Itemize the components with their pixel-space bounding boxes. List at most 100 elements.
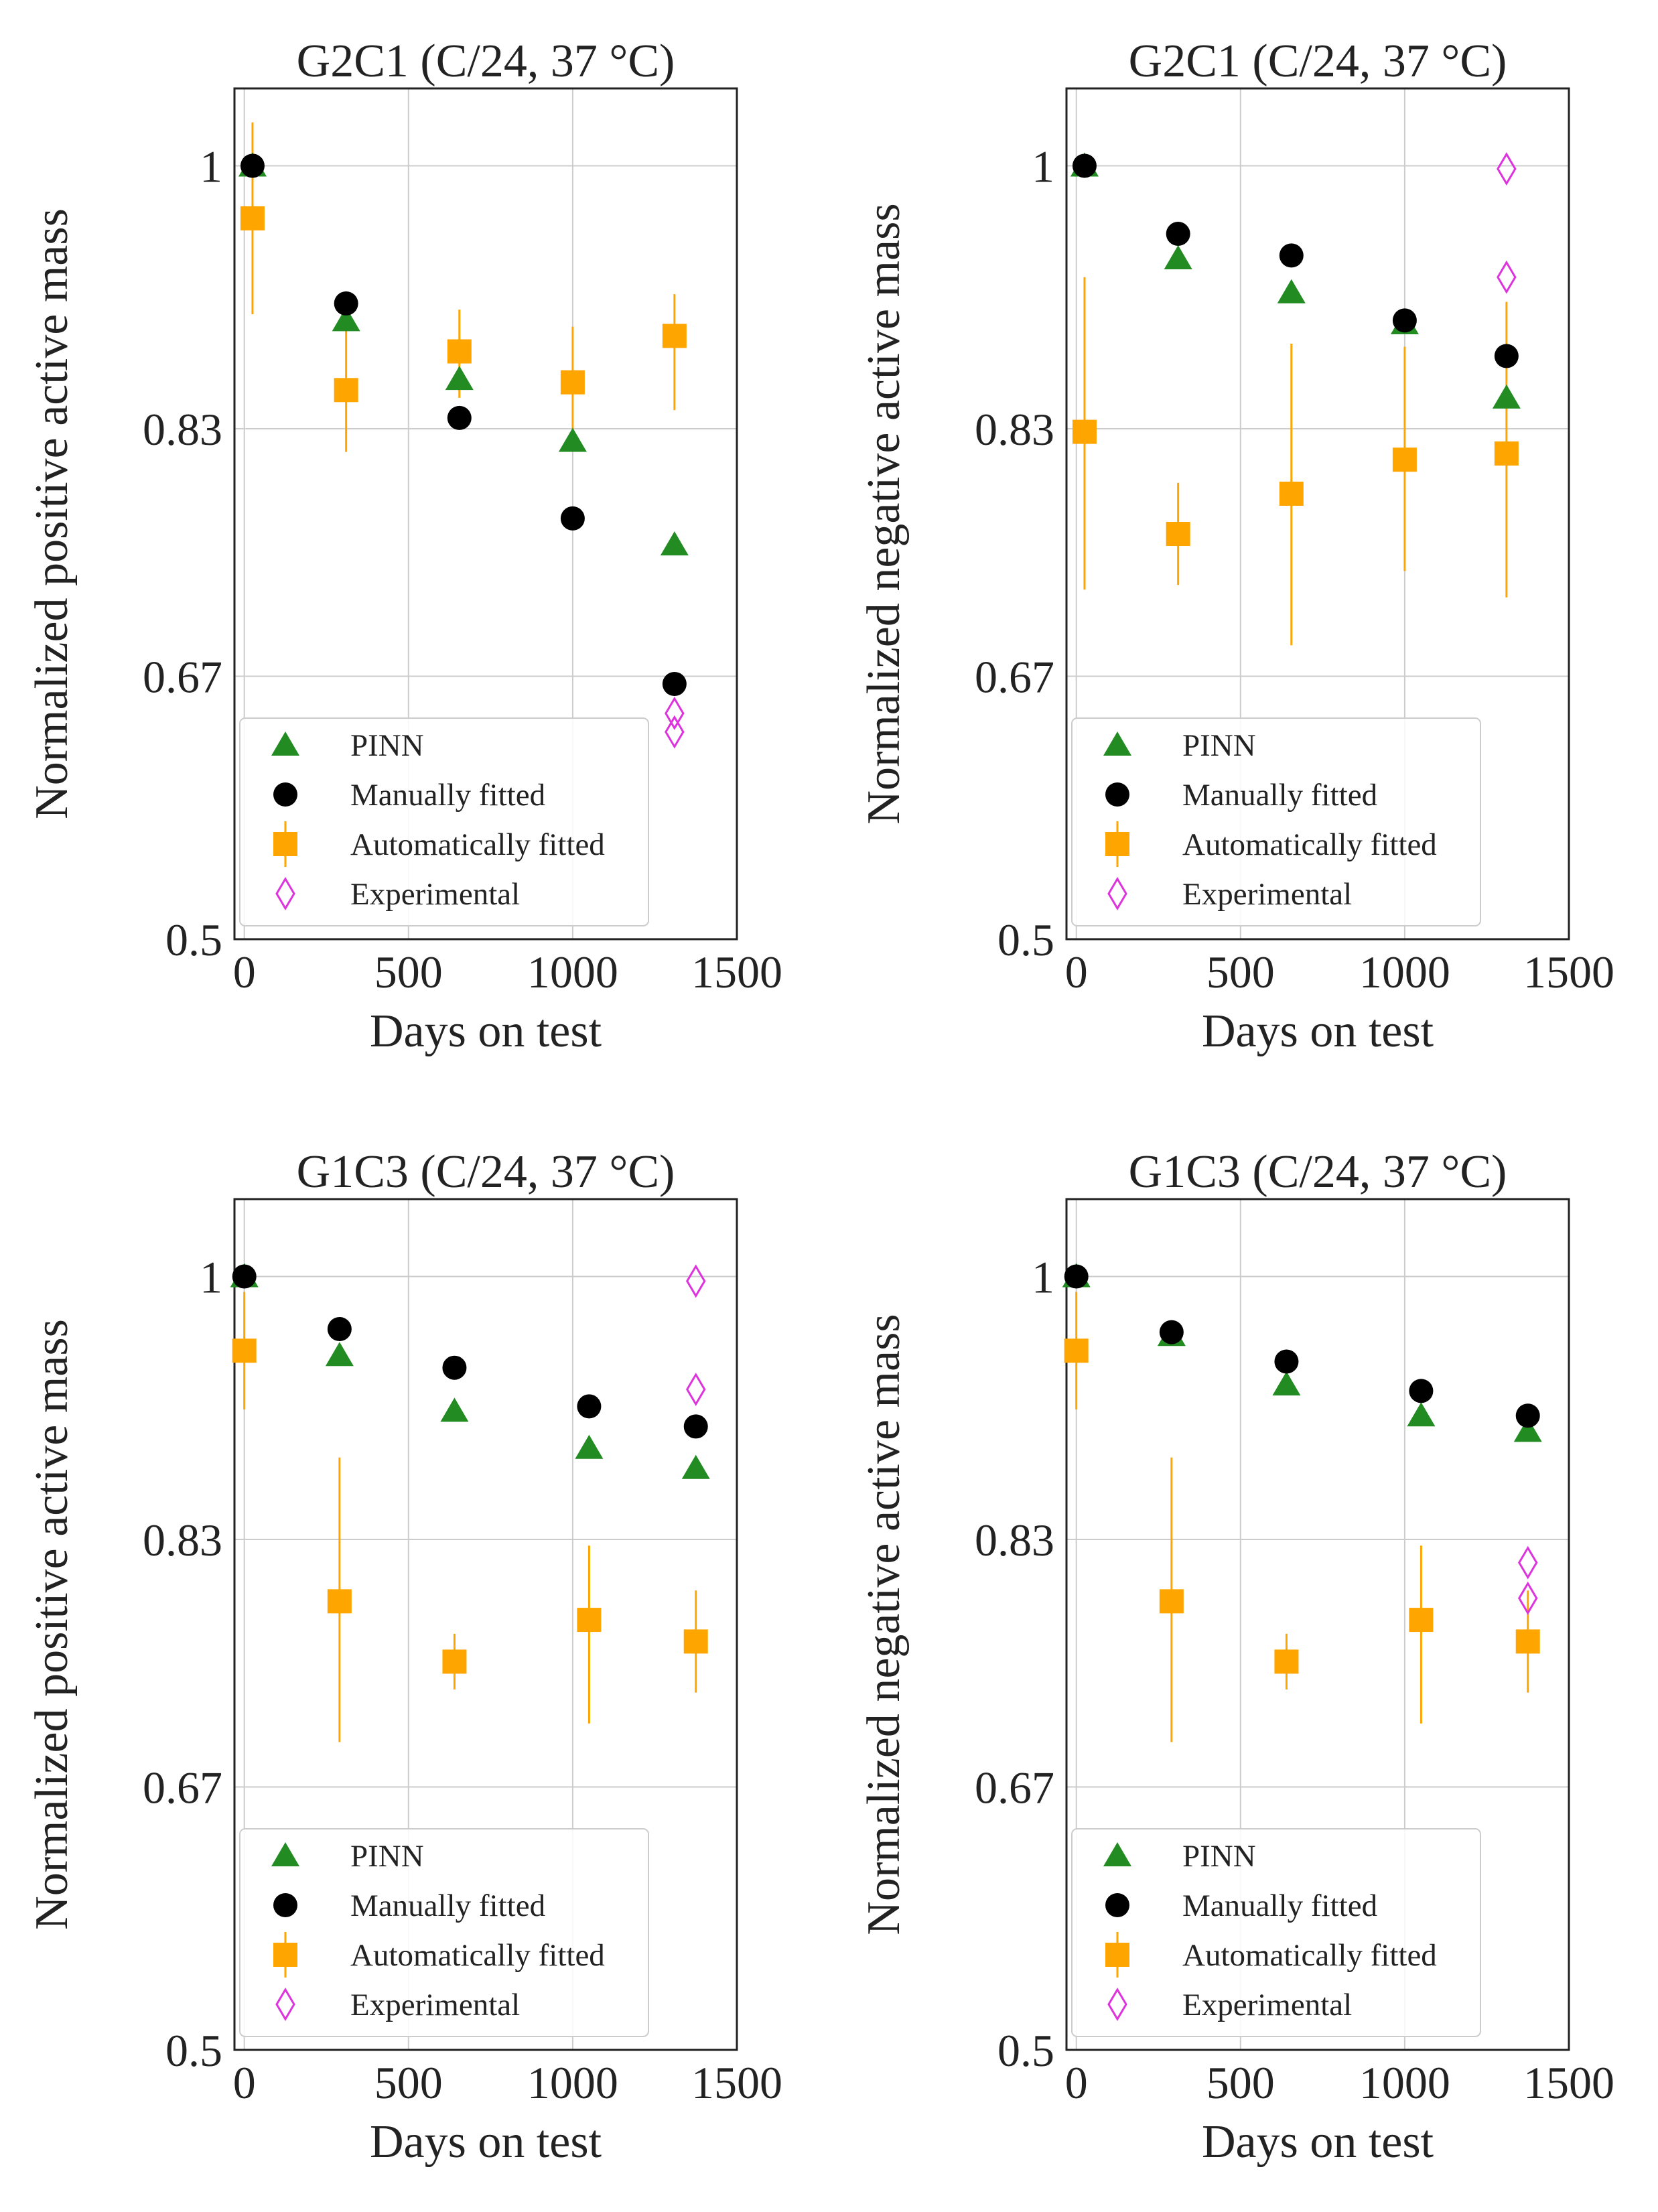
legend-marker-manually-fitted bbox=[1105, 1893, 1129, 1917]
x-tick-label: 1000 bbox=[1359, 2057, 1450, 2108]
legend-marker-automatically-fitted bbox=[1105, 832, 1129, 856]
legend-label-pinn: PINN bbox=[350, 728, 424, 763]
legend-marker-manually-fitted bbox=[273, 1893, 297, 1917]
y-tick-label: 1 bbox=[1032, 1251, 1054, 1302]
data-point-experimental bbox=[685, 1373, 706, 1406]
data-point-pinn bbox=[445, 366, 474, 391]
chart-title: G2C1 (C/24, 37 °C) bbox=[1129, 36, 1507, 87]
data-point-automatically-fitted bbox=[1392, 447, 1417, 472]
plot-frame bbox=[1065, 87, 1570, 941]
legend-label-experimental: Experimental bbox=[350, 1988, 520, 2022]
legend-marker-experimental bbox=[275, 1988, 295, 2021]
data-point-automatically-fitted bbox=[1064, 1338, 1089, 1363]
data-point-manually-fitted bbox=[1279, 243, 1304, 268]
y-tick-label: 0.83 bbox=[975, 1515, 1054, 1566]
data-point-pinn bbox=[1513, 1418, 1542, 1442]
chart-panel-4: 0 500 1000 1500 0.5 0.67 0.83 1 G1C3 (C/24, 37 °… bbox=[858, 1146, 1614, 2168]
legend-label-manually-fitted: Manually fitted bbox=[1182, 778, 1377, 813]
data-point-automatically-fitted bbox=[1494, 441, 1519, 466]
legend-label-manually-fitted: Manually fitted bbox=[1182, 1888, 1377, 1923]
x-tick-label: 0 bbox=[233, 2057, 256, 2108]
x-tick-label: 1500 bbox=[691, 947, 782, 997]
legend-marker-automatically-fitted bbox=[1105, 1943, 1129, 1967]
chart-title: G1C3 (C/24, 37 °C) bbox=[297, 1146, 675, 1198]
data-point-manually-fitted bbox=[1166, 222, 1190, 247]
legend-label-manually-fitted: Manually fitted bbox=[350, 778, 545, 813]
data-point-manually-fitted bbox=[447, 405, 472, 430]
data-point-manually-fitted bbox=[1409, 1379, 1434, 1403]
y-tick-label: 1 bbox=[200, 141, 222, 192]
x-tick-label: 1000 bbox=[527, 2057, 618, 2108]
data-point-pinn bbox=[332, 307, 360, 332]
x-axis-label: Days on test bbox=[1202, 1006, 1434, 1057]
legend-label-pinn: PINN bbox=[350, 1839, 424, 1874]
data-point-manually-fitted bbox=[1159, 1320, 1184, 1344]
data-point-pinn bbox=[1277, 279, 1306, 303]
data-point-pinn bbox=[1492, 384, 1521, 409]
data-point-automatically-fitted bbox=[334, 378, 358, 403]
data-point-experimental bbox=[665, 715, 685, 749]
data-point-manually-fitted bbox=[1064, 1264, 1089, 1289]
y-tick-label: 1 bbox=[1032, 141, 1054, 192]
data-point-pinn bbox=[575, 1434, 604, 1459]
y-tick-label: 0.5 bbox=[165, 2025, 222, 2076]
y-tick-label: 0.83 bbox=[143, 1515, 222, 1566]
chart-panel-2: 0 500 1000 1500 0.5 0.67 0.83 1 G2C1 (C/24, 37 °… bbox=[858, 36, 1614, 1057]
legend-label-automatically-fitted: Automatically fitted bbox=[1182, 1938, 1437, 1973]
data-point-experimental bbox=[1517, 1545, 1538, 1580]
data-point-experimental bbox=[685, 1264, 706, 1298]
y-tick-label: 0.83 bbox=[975, 404, 1054, 455]
data-point-automatically-fitted bbox=[560, 370, 585, 395]
data-point-experimental bbox=[1497, 260, 1517, 294]
data-point-manually-fitted bbox=[1515, 1403, 1540, 1428]
x-axis-label: Days on test bbox=[1202, 2116, 1434, 2168]
legend-box bbox=[239, 1828, 649, 2037]
legend-label-automatically-fitted: Automatically fitted bbox=[1182, 827, 1437, 862]
legend-marker-experimental bbox=[275, 877, 295, 910]
legend-label-experimental: Experimental bbox=[1182, 1988, 1352, 2022]
data-point-manually-fitted bbox=[577, 1394, 602, 1419]
data-point-manually-fitted bbox=[442, 1355, 467, 1380]
data-point-manually-fitted bbox=[1392, 308, 1417, 333]
data-point-manually-fitted bbox=[683, 1414, 708, 1439]
legend-label-manually-fitted: Manually fitted bbox=[350, 1888, 545, 1923]
data-point-pinn bbox=[1272, 1371, 1301, 1396]
plot-frame bbox=[1065, 1198, 1570, 2051]
y-tick-label: 0.5 bbox=[997, 2025, 1054, 2076]
data-point-pinn bbox=[558, 427, 587, 452]
legend-label-automatically-fitted: Automatically fitted bbox=[350, 1938, 605, 1973]
data-point-pinn bbox=[440, 1397, 469, 1422]
x-axis-label: Days on test bbox=[370, 1006, 602, 1057]
legend-box bbox=[239, 717, 649, 926]
legend-marker-automatically-fitted bbox=[273, 832, 297, 856]
data-point-automatically-fitted bbox=[1274, 1649, 1299, 1674]
data-point-automatically-fitted bbox=[662, 324, 687, 348]
data-point-automatically-fitted bbox=[447, 339, 472, 364]
x-tick-label: 1500 bbox=[1523, 2057, 1614, 2108]
x-tick-label: 500 bbox=[374, 2057, 443, 2108]
legend-label-automatically-fitted: Automatically fitted bbox=[350, 827, 605, 862]
y-tick-label: 0.67 bbox=[975, 1762, 1054, 1813]
legend-marker-automatically-fitted bbox=[273, 1943, 297, 1967]
data-point-automatically-fitted bbox=[1159, 1589, 1184, 1614]
data-point-experimental bbox=[665, 696, 685, 730]
data-point-manually-fitted bbox=[232, 1264, 257, 1289]
y-tick-label: 0.67 bbox=[143, 651, 222, 702]
y-axis-label: Normalized negative active mass bbox=[858, 1314, 910, 1935]
x-tick-label: 1500 bbox=[691, 2057, 782, 2108]
legend-label-experimental: Experimental bbox=[350, 877, 520, 912]
x-tick-label: 1000 bbox=[1359, 947, 1450, 997]
x-axis-label: Days on test bbox=[370, 2116, 602, 2168]
data-point-pinn bbox=[660, 531, 689, 556]
legend-marker-pinn bbox=[271, 732, 299, 756]
data-point-automatically-fitted bbox=[1409, 1608, 1434, 1633]
x-tick-label: 0 bbox=[1065, 947, 1088, 997]
data-point-pinn bbox=[325, 1342, 354, 1367]
y-tick-label: 0.67 bbox=[143, 1762, 222, 1813]
y-axis-label: Normalized positive active mass bbox=[26, 208, 78, 819]
legend-label-pinn: PINN bbox=[1182, 1839, 1256, 1874]
y-tick-label: 0.5 bbox=[997, 914, 1054, 965]
legend-marker-manually-fitted bbox=[273, 782, 297, 807]
data-point-automatically-fitted bbox=[1072, 419, 1097, 444]
